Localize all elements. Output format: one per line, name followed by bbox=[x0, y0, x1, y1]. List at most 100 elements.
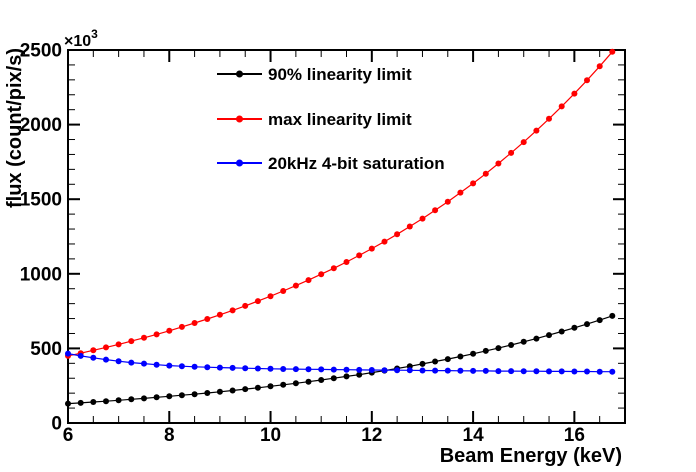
x-tick-label: 14 bbox=[463, 425, 485, 446]
data-point bbox=[444, 198, 451, 205]
data-point bbox=[254, 384, 261, 391]
y-axis-title: flux (count/pix/s) bbox=[4, 48, 26, 208]
data-point bbox=[470, 350, 477, 357]
data-point bbox=[571, 324, 578, 331]
data-point bbox=[533, 368, 540, 375]
data-point bbox=[482, 347, 489, 354]
data-point bbox=[356, 371, 363, 378]
data-point bbox=[609, 312, 616, 319]
data-point bbox=[432, 358, 439, 365]
data-point bbox=[141, 360, 147, 367]
data-point bbox=[558, 103, 565, 110]
data-point bbox=[128, 359, 135, 366]
data-point bbox=[571, 90, 578, 97]
data-point bbox=[482, 367, 489, 374]
data-point bbox=[356, 252, 363, 259]
data-point bbox=[216, 311, 223, 318]
data-point bbox=[558, 368, 565, 375]
data-point bbox=[178, 363, 185, 370]
data-point bbox=[609, 48, 616, 55]
data-point bbox=[229, 364, 236, 371]
data-point bbox=[394, 367, 401, 374]
data-point bbox=[343, 259, 350, 265]
data-point bbox=[444, 367, 451, 374]
data-point bbox=[318, 377, 325, 383]
data-point bbox=[508, 149, 515, 156]
x-tick-label: 8 bbox=[164, 425, 175, 446]
data-point bbox=[495, 368, 502, 375]
data-point bbox=[394, 231, 401, 238]
data-point bbox=[178, 323, 185, 330]
data-point bbox=[280, 288, 287, 294]
data-point bbox=[520, 368, 527, 375]
data-point bbox=[229, 307, 236, 314]
data-point bbox=[533, 127, 540, 134]
data-point bbox=[216, 388, 223, 395]
x-tick-label: 10 bbox=[260, 425, 281, 446]
power-prefix: ×10 bbox=[64, 33, 91, 50]
data-point bbox=[128, 338, 135, 345]
legend-label-0: 90% linearity limit bbox=[268, 65, 412, 84]
data-point bbox=[457, 367, 464, 374]
data-point bbox=[229, 387, 236, 394]
data-point bbox=[191, 320, 198, 326]
data-point bbox=[65, 350, 71, 357]
data-point bbox=[191, 391, 198, 398]
data-point bbox=[584, 321, 590, 328]
data-point bbox=[204, 364, 211, 371]
data-point bbox=[495, 345, 502, 352]
data-point bbox=[90, 354, 97, 361]
y-tick-label: 0 bbox=[51, 414, 62, 435]
legend-marker-2 bbox=[236, 159, 243, 167]
data-point bbox=[520, 139, 527, 146]
y-tick-label: 2500 bbox=[20, 41, 62, 62]
data-point bbox=[571, 368, 578, 375]
data-point bbox=[419, 215, 426, 222]
data-point bbox=[368, 367, 375, 373]
x-axis-title: Beam Energy (keV) bbox=[440, 445, 622, 467]
data-point bbox=[533, 335, 540, 342]
data-point bbox=[292, 282, 299, 289]
data-point bbox=[141, 395, 147, 402]
data-point bbox=[546, 332, 552, 339]
data-point bbox=[584, 77, 590, 84]
data-point bbox=[584, 368, 590, 375]
data-point bbox=[318, 366, 325, 373]
data-point bbox=[343, 366, 350, 373]
x-tick-label: 16 bbox=[564, 425, 585, 446]
data-point bbox=[242, 386, 249, 393]
data-point bbox=[508, 368, 515, 375]
legend-marker-1 bbox=[236, 115, 243, 123]
series-line-1 bbox=[67, 51, 613, 357]
data-point bbox=[457, 189, 464, 196]
data-point bbox=[267, 383, 274, 390]
data-point bbox=[457, 353, 464, 360]
data-point bbox=[470, 367, 477, 374]
data-point bbox=[406, 367, 413, 374]
data-point bbox=[330, 375, 337, 382]
data-point bbox=[115, 341, 122, 348]
data-point bbox=[305, 378, 312, 385]
power-exponent: 3 bbox=[91, 27, 98, 41]
data-point bbox=[216, 364, 223, 371]
data-point bbox=[77, 352, 84, 359]
data-point bbox=[166, 393, 173, 400]
data-point bbox=[596, 63, 603, 70]
y-tick-label: 1500 bbox=[20, 190, 62, 211]
data-point bbox=[318, 271, 325, 278]
data-point bbox=[242, 365, 249, 372]
data-point bbox=[482, 170, 489, 177]
data-point bbox=[330, 366, 337, 373]
data-point bbox=[166, 362, 173, 369]
data-point bbox=[520, 338, 527, 345]
data-point bbox=[103, 344, 109, 351]
data-point bbox=[596, 317, 603, 324]
y-axis-power-label: ×103 bbox=[64, 27, 98, 50]
data-point bbox=[128, 396, 135, 403]
data-point bbox=[381, 367, 388, 374]
data-point bbox=[546, 368, 552, 375]
data-point bbox=[292, 366, 299, 373]
data-point bbox=[280, 381, 287, 388]
y-tick-label: 1000 bbox=[20, 264, 62, 285]
